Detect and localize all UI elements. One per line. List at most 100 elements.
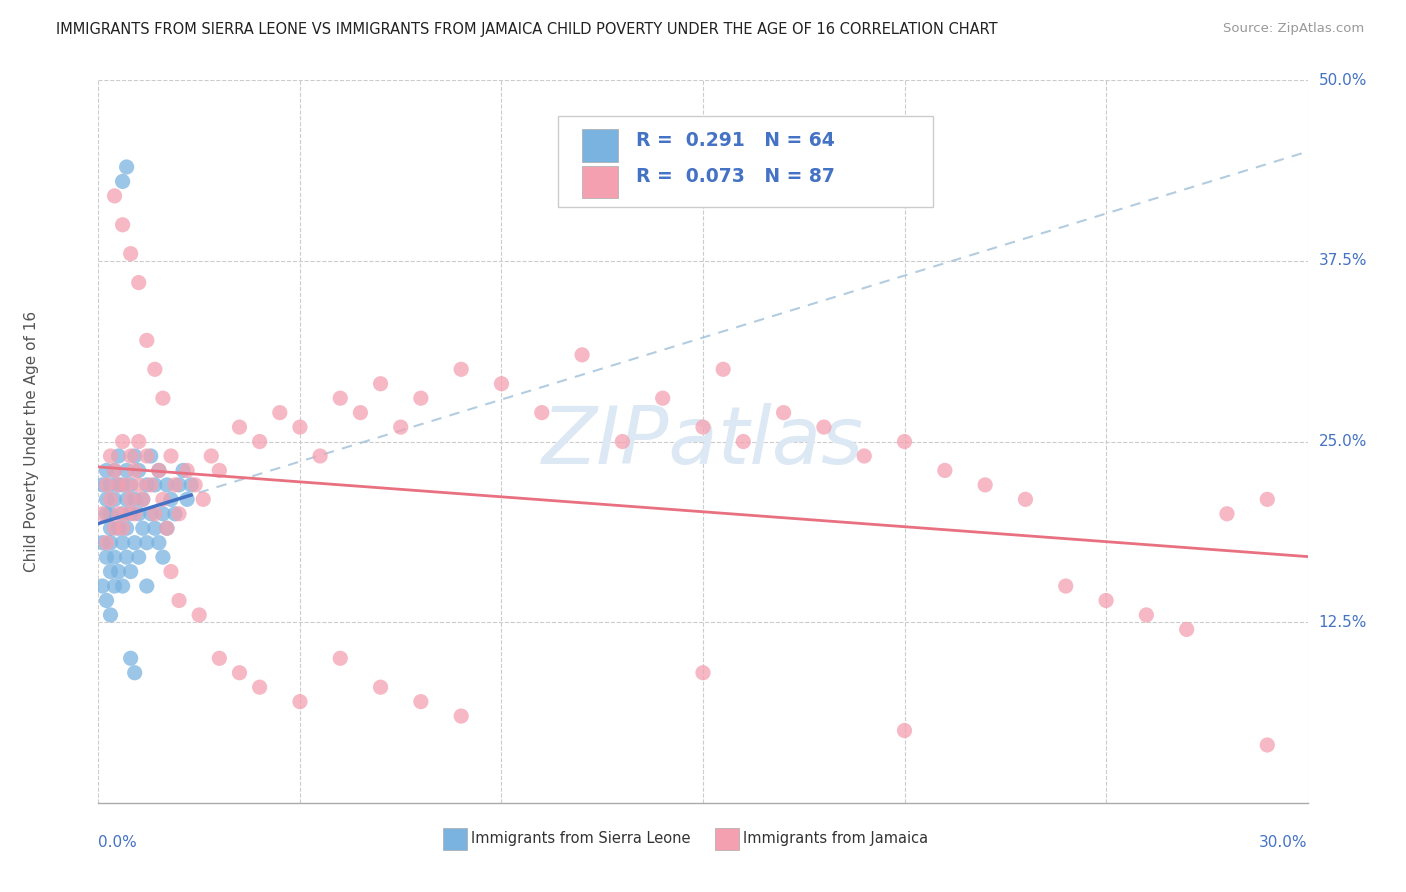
Text: ZIPatlas: ZIPatlas bbox=[541, 402, 865, 481]
Point bbox=[100, 492, 122, 507]
Point bbox=[111, 218, 134, 232]
Point bbox=[893, 723, 915, 738]
Point bbox=[100, 478, 122, 492]
Point bbox=[120, 246, 142, 260]
Point bbox=[91, 579, 114, 593]
Point bbox=[309, 449, 332, 463]
Point bbox=[152, 550, 174, 565]
Text: Source: ZipAtlas.com: Source: ZipAtlas.com bbox=[1223, 22, 1364, 36]
Bar bbox=[582, 129, 619, 162]
Point bbox=[111, 507, 134, 521]
Point bbox=[132, 492, 155, 507]
Point bbox=[107, 478, 129, 492]
Point bbox=[115, 478, 138, 492]
Point bbox=[115, 492, 138, 507]
Point bbox=[107, 521, 129, 535]
Point bbox=[100, 507, 122, 521]
Text: R =  0.073   N = 87: R = 0.073 N = 87 bbox=[637, 167, 835, 186]
Text: 25.0%: 25.0% bbox=[1319, 434, 1367, 449]
Text: Child Poverty Under the Age of 16: Child Poverty Under the Age of 16 bbox=[24, 311, 39, 572]
FancyBboxPatch shape bbox=[558, 117, 932, 207]
Point bbox=[156, 521, 179, 535]
Point bbox=[96, 492, 118, 507]
Point bbox=[135, 478, 157, 492]
Point bbox=[103, 579, 125, 593]
Point bbox=[228, 665, 250, 680]
Point bbox=[176, 492, 198, 507]
Point bbox=[132, 492, 155, 507]
Point bbox=[148, 463, 170, 477]
Point bbox=[100, 521, 122, 535]
Point bbox=[96, 535, 118, 549]
Point bbox=[96, 593, 118, 607]
Point bbox=[1095, 593, 1118, 607]
Point bbox=[813, 420, 835, 434]
Point bbox=[91, 507, 114, 521]
Point bbox=[100, 607, 122, 622]
Point bbox=[115, 463, 138, 477]
Text: Immigrants from Sierra Leone: Immigrants from Sierra Leone bbox=[471, 831, 690, 847]
Point bbox=[772, 406, 794, 420]
Point bbox=[160, 449, 183, 463]
Point bbox=[115, 550, 138, 565]
Point bbox=[612, 434, 634, 449]
Point bbox=[143, 521, 166, 535]
Point bbox=[135, 579, 157, 593]
Point bbox=[143, 362, 166, 376]
Point bbox=[135, 334, 157, 348]
Bar bbox=[443, 828, 467, 850]
Bar bbox=[716, 828, 740, 850]
Point bbox=[160, 565, 183, 579]
Text: 0.0%: 0.0% bbox=[98, 835, 138, 850]
Point bbox=[103, 463, 125, 477]
Point bbox=[96, 507, 118, 521]
Bar bbox=[582, 166, 619, 198]
Point bbox=[208, 651, 231, 665]
Point bbox=[152, 507, 174, 521]
Point bbox=[1135, 607, 1157, 622]
Point bbox=[128, 507, 150, 521]
Point bbox=[176, 463, 198, 477]
Point bbox=[135, 535, 157, 549]
Point bbox=[115, 160, 138, 174]
Point bbox=[571, 348, 593, 362]
Point bbox=[156, 478, 179, 492]
Point bbox=[111, 579, 134, 593]
Point bbox=[139, 507, 162, 521]
Point bbox=[167, 593, 190, 607]
Point bbox=[148, 463, 170, 477]
Text: 12.5%: 12.5% bbox=[1319, 615, 1367, 630]
Point bbox=[96, 478, 118, 492]
Point bbox=[692, 665, 714, 680]
Point bbox=[111, 535, 134, 549]
Point bbox=[450, 709, 472, 723]
Point bbox=[100, 565, 122, 579]
Point bbox=[184, 478, 207, 492]
Point bbox=[329, 651, 352, 665]
Point bbox=[128, 463, 150, 477]
Text: IMMIGRANTS FROM SIERRA LEONE VS IMMIGRANTS FROM JAMAICA CHILD POVERTY UNDER THE : IMMIGRANTS FROM SIERRA LEONE VS IMMIGRAN… bbox=[56, 22, 998, 37]
Point bbox=[163, 507, 186, 521]
Point bbox=[1256, 738, 1278, 752]
Point bbox=[91, 478, 114, 492]
Point bbox=[163, 478, 186, 492]
Point bbox=[103, 463, 125, 477]
Point bbox=[120, 449, 142, 463]
Point bbox=[167, 478, 190, 492]
Text: 50.0%: 50.0% bbox=[1319, 73, 1367, 87]
Point bbox=[167, 507, 190, 521]
Point bbox=[152, 391, 174, 405]
Point bbox=[120, 651, 142, 665]
Point bbox=[96, 463, 118, 477]
Point bbox=[450, 362, 472, 376]
Point bbox=[128, 478, 150, 492]
Point bbox=[148, 535, 170, 549]
Point bbox=[111, 521, 134, 535]
Point bbox=[124, 449, 146, 463]
Point bbox=[530, 406, 553, 420]
Point bbox=[107, 478, 129, 492]
Point bbox=[91, 535, 114, 549]
Text: 37.5%: 37.5% bbox=[1319, 253, 1367, 268]
Point bbox=[111, 478, 134, 492]
Point bbox=[370, 376, 392, 391]
